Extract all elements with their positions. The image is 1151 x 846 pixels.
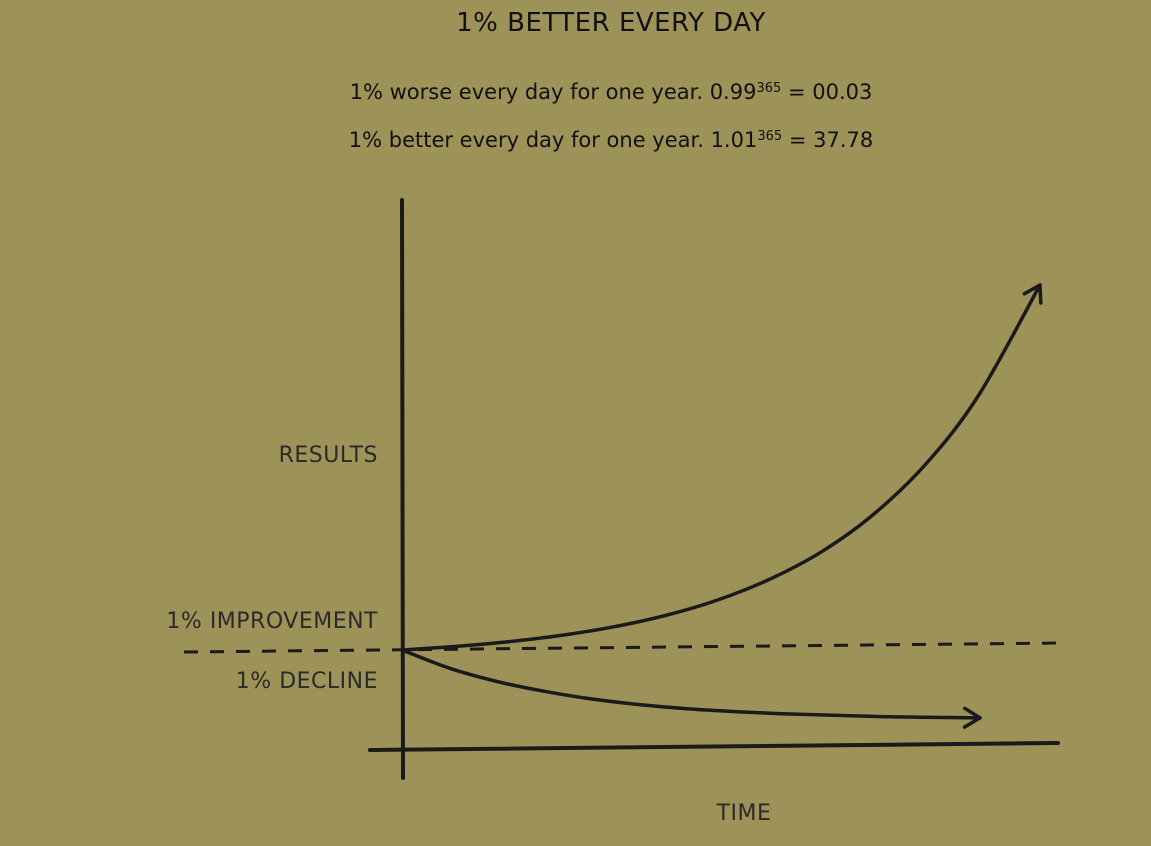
chart-labels: RESULTS 1% IMPROVEMENT 1% DECLINE TIME: [166, 443, 772, 826]
series-line-decline: [400, 648, 982, 720]
formula-worse-text: 1% worse every day for one year. 0.99: [349, 80, 757, 104]
y-axis-line: [400, 198, 405, 780]
formula-better-exponent: 365: [757, 129, 783, 144]
formula-worse: 1% worse every day for one year. 0.99365…: [0, 80, 1151, 104]
chart-title: 1% BETTER EVERY DAY: [456, 8, 766, 38]
chart-lines: [400, 283, 1043, 729]
formula-worse-exponent: 365: [756, 81, 782, 96]
formula-worse-result: = 00.03: [781, 80, 873, 104]
arrowhead-improvement: [1022, 283, 1043, 305]
series-label-improvement: 1% IMPROVEMENT: [166, 609, 378, 634]
x-axis-label: TIME: [716, 801, 772, 826]
y-axis-label: RESULTS: [279, 443, 378, 468]
chart-axes: [183, 198, 1063, 780]
x-axis-line: [368, 741, 1060, 752]
formula-better-text: 1% better every day for one year. 1.01: [348, 128, 758, 152]
series-label-decline: 1% DECLINE: [236, 669, 378, 694]
formula-better-result: = 37.78: [782, 128, 874, 152]
series-line-improvement: [400, 283, 1042, 652]
arrowhead-decline: [962, 706, 982, 729]
baseline-dashed-line: [183, 641, 1063, 654]
formula-better: 1% better every day for one year. 1.0136…: [0, 128, 1151, 152]
